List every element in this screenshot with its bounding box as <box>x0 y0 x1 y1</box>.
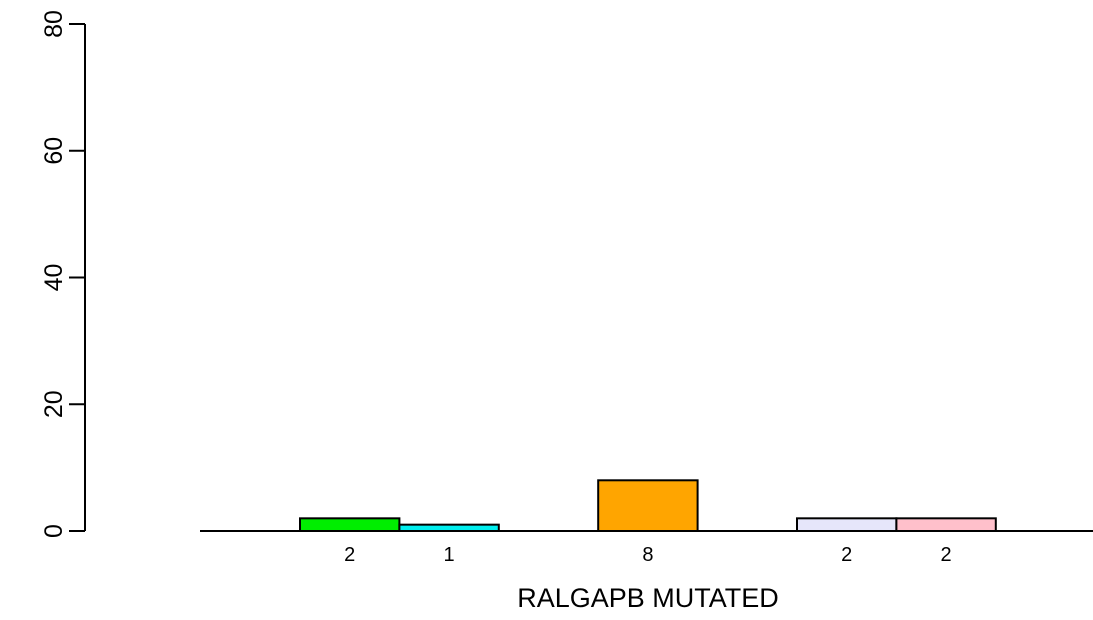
bar <box>597 479 699 532</box>
y-tick-label: 0 <box>40 524 68 538</box>
y-tick-label: 20 <box>40 390 68 418</box>
bar <box>299 517 401 533</box>
y-tick-label: 60 <box>40 137 68 165</box>
bars-group <box>299 479 997 533</box>
y-tick-label: 80 <box>40 10 68 38</box>
bar <box>796 517 898 533</box>
bar-value-label: 1 <box>444 544 455 566</box>
bar <box>895 517 997 533</box>
bar-value-label: 2 <box>941 544 952 566</box>
y-tick-label: 40 <box>40 264 68 292</box>
y-axis: 0 20 40 60 80 <box>40 10 86 538</box>
bar-value-label: 2 <box>841 544 852 566</box>
x-axis-label: RALGAPB MUTATED <box>517 583 779 613</box>
bar-labels-group: 2 1 8 2 2 <box>344 544 952 566</box>
bar-value-label: 2 <box>344 544 355 566</box>
bar-value-label: 8 <box>642 544 653 566</box>
